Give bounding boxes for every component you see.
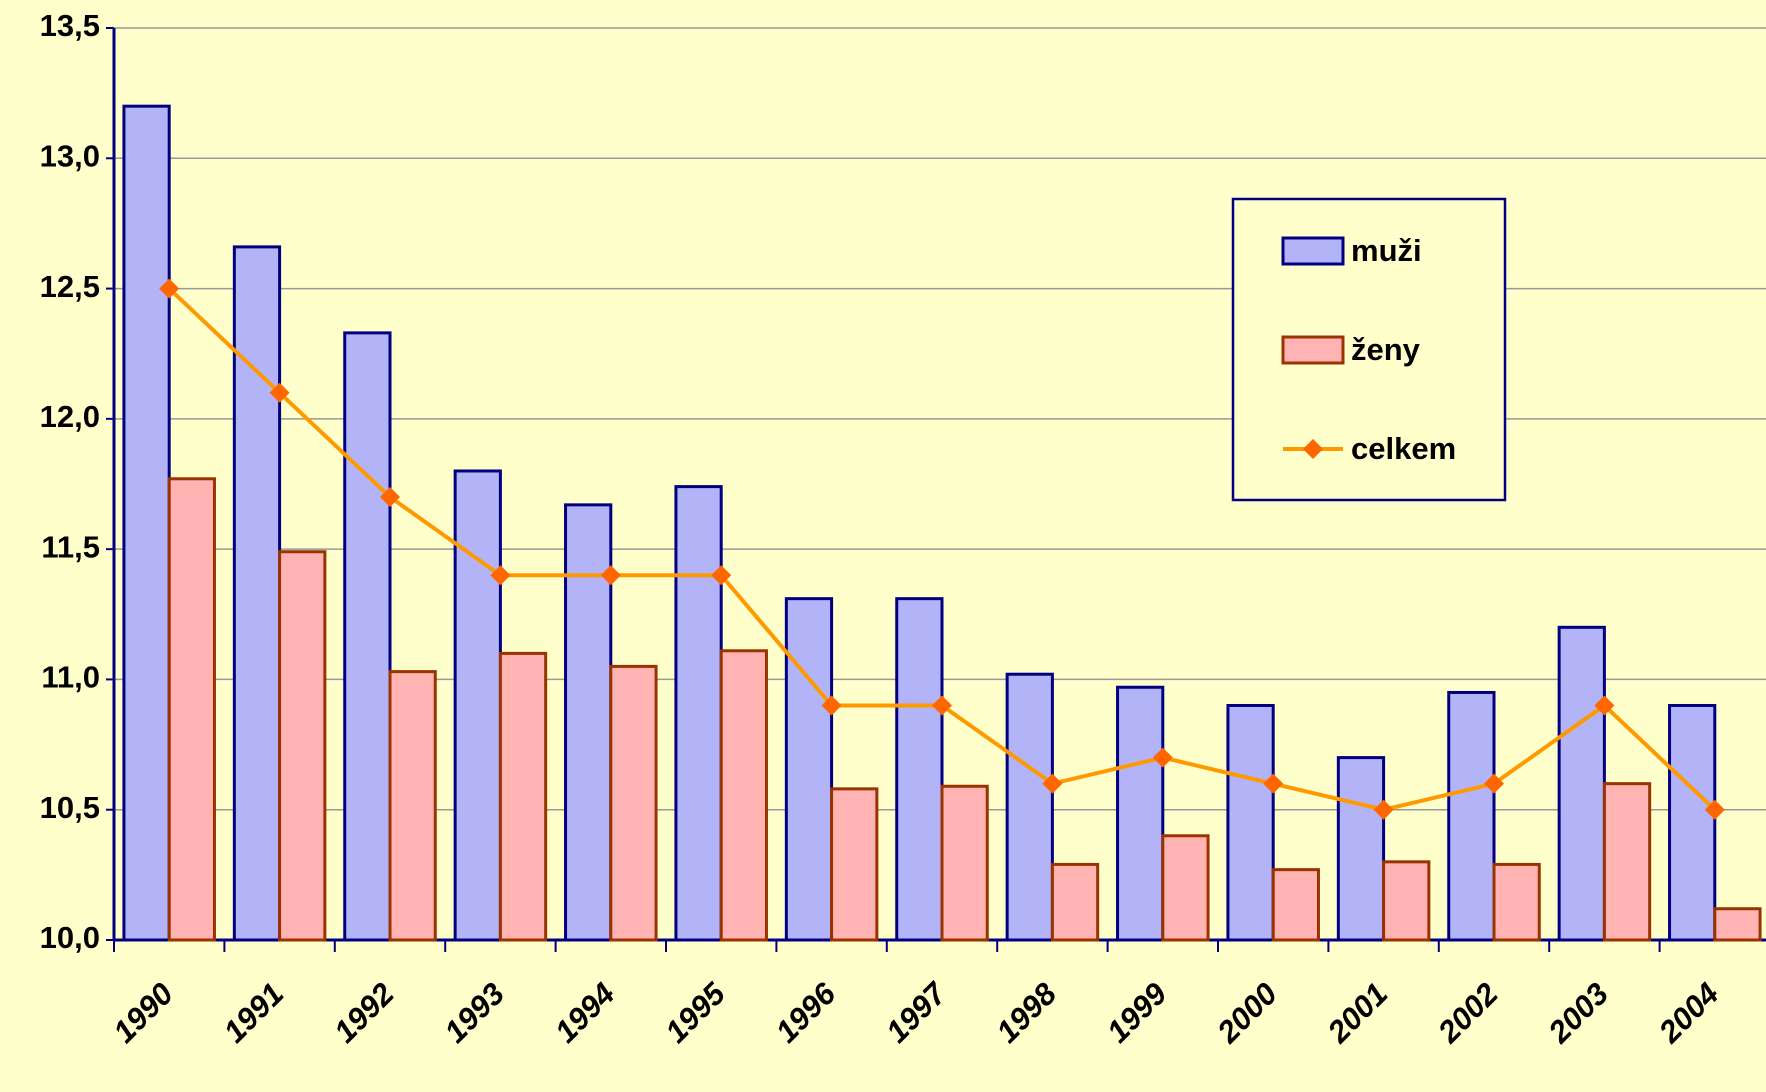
bar <box>564 503 613 942</box>
marker <box>1152 747 1173 768</box>
bar <box>1116 685 1165 942</box>
bar <box>674 485 723 942</box>
marker <box>1042 773 1063 794</box>
legend-label: ženy <box>1351 332 1421 367</box>
bar <box>1602 782 1652 942</box>
marker <box>380 487 400 508</box>
bar <box>784 597 834 942</box>
bar <box>1492 862 1541 942</box>
y-tick-label: 12,5 <box>40 269 100 304</box>
bar <box>1713 907 1762 942</box>
bar <box>1050 862 1100 942</box>
bar <box>895 597 944 942</box>
legend-swatch <box>1281 335 1345 365</box>
legend-box <box>1231 197 1507 502</box>
bar <box>453 469 502 942</box>
bar <box>1336 756 1386 942</box>
marker <box>1263 773 1284 794</box>
bar <box>1382 860 1431 942</box>
bar <box>498 651 548 942</box>
bar <box>343 331 392 942</box>
y-tick-label: 10,5 <box>40 790 100 825</box>
bar <box>940 784 989 942</box>
y-tick-label: 10,0 <box>40 920 100 955</box>
marker <box>490 565 511 586</box>
bar <box>1447 690 1496 942</box>
legend-label: celkem <box>1351 431 1456 466</box>
bar <box>1271 868 1320 942</box>
bar <box>1557 625 1606 942</box>
marker <box>159 278 180 299</box>
legend-marker <box>1303 439 1323 459</box>
marker <box>1594 695 1615 716</box>
bar <box>830 787 879 942</box>
y-tick-label: 11,0 <box>41 660 100 695</box>
bar <box>122 104 171 942</box>
marker <box>1373 799 1394 820</box>
bar <box>1668 703 1717 942</box>
bar <box>609 664 658 942</box>
y-tick-label: 13,5 <box>40 8 100 43</box>
marker <box>1704 799 1725 820</box>
legend-label: muži <box>1351 233 1422 268</box>
bar <box>719 649 768 942</box>
marker <box>1484 773 1504 794</box>
marker <box>269 382 290 403</box>
bar <box>1226 703 1275 942</box>
bar <box>167 477 216 942</box>
marker <box>932 695 952 716</box>
bar <box>1161 834 1210 942</box>
legend-swatch <box>1281 236 1345 266</box>
marker <box>600 565 621 586</box>
bar <box>1005 672 1054 942</box>
bar <box>232 245 282 942</box>
bar <box>388 670 437 942</box>
y-tick-label: 12,0 <box>40 399 100 434</box>
y-tick-label: 13,0 <box>40 138 100 173</box>
bar <box>278 550 327 942</box>
marker <box>711 565 732 586</box>
marker <box>821 695 842 716</box>
y-tick-label: 11,5 <box>41 529 100 564</box>
